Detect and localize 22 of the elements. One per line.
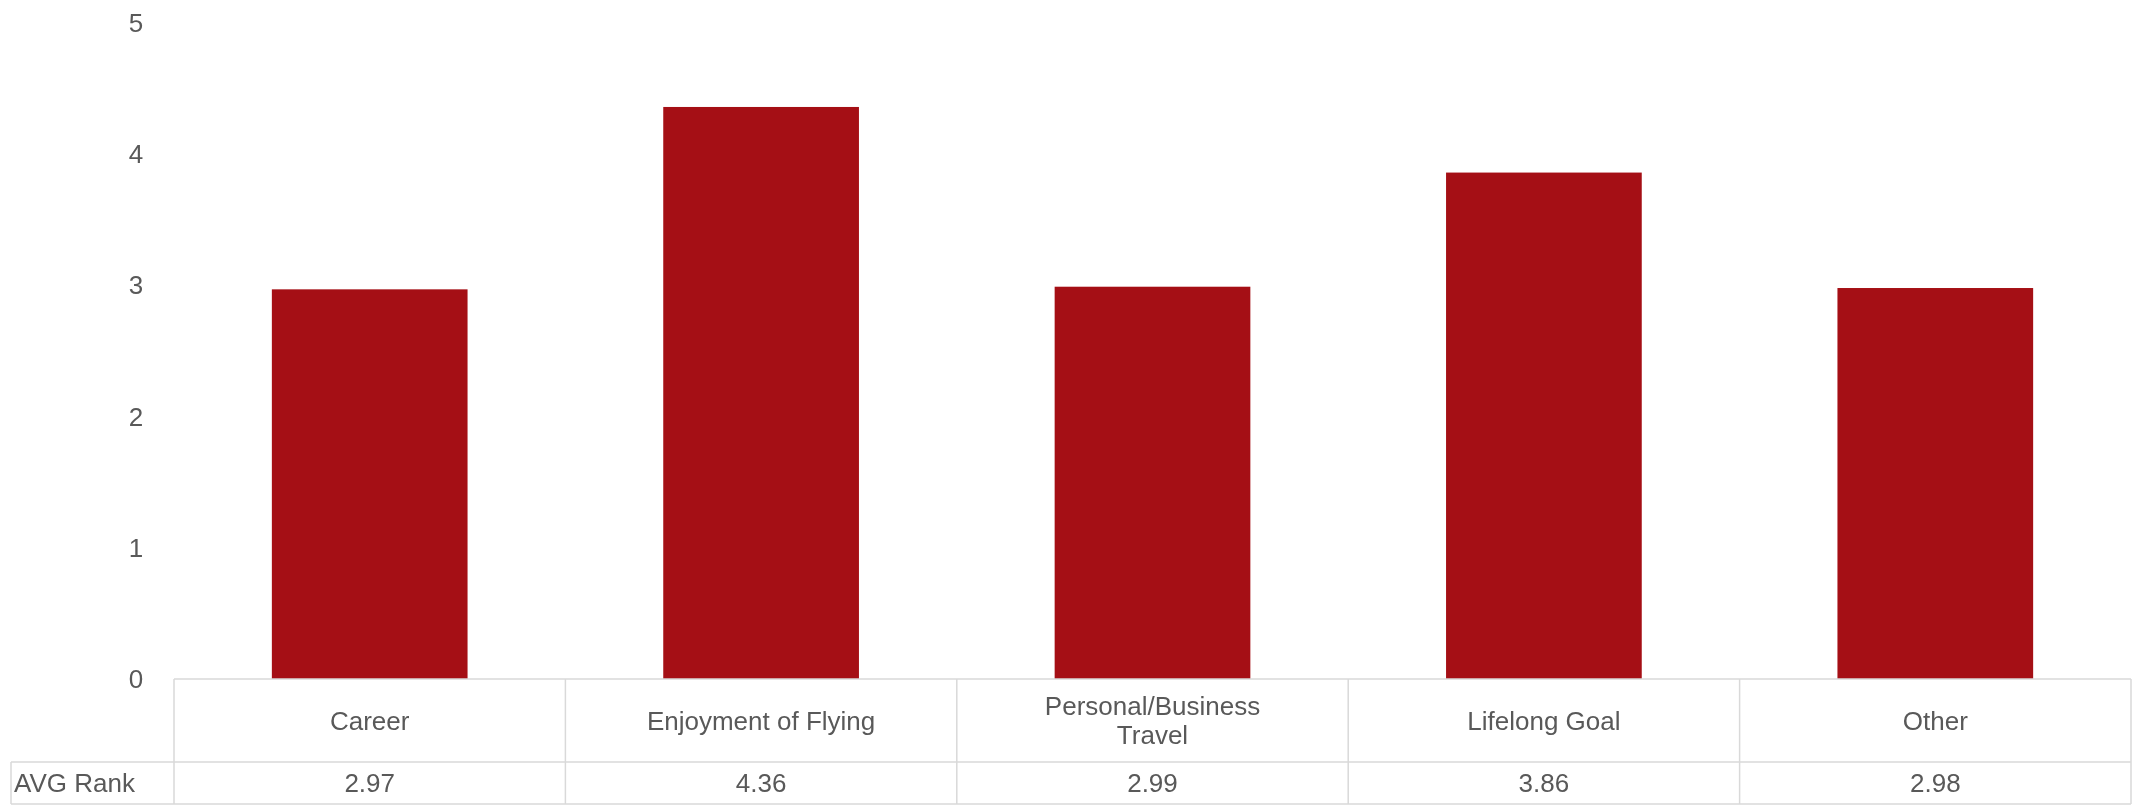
data-label: 4.36	[735, 768, 787, 798]
bar	[1837, 288, 2034, 679]
x-tick-label: Enjoyment of Flying	[646, 705, 876, 736]
text: AVG Rank	[14, 768, 136, 798]
y-tick-label: 0	[128, 664, 144, 694]
data-label: 2.97	[344, 768, 395, 798]
bar	[271, 289, 468, 679]
y-tick-label: 1	[128, 532, 144, 563]
bar	[1446, 172, 1642, 679]
bar	[1054, 286, 1251, 679]
data-label: 2.99	[1127, 768, 1178, 798]
data-label: 2.98	[1910, 768, 1961, 798]
y-tick-label: 4	[128, 139, 144, 170]
y-tick-label: 5	[128, 8, 144, 38]
data-label: 3.86	[1518, 768, 1570, 798]
x-tick-label: Personal/Business Travel	[1044, 691, 1261, 750]
bar	[663, 106, 859, 679]
x-tick-label: Lifelong Goal	[1467, 705, 1621, 736]
x-tick-label: Other	[1902, 705, 1969, 736]
y-tick-label: 3	[128, 270, 144, 301]
x-tick-label: Career	[329, 705, 410, 736]
y-tick-label: 2	[128, 401, 144, 432]
